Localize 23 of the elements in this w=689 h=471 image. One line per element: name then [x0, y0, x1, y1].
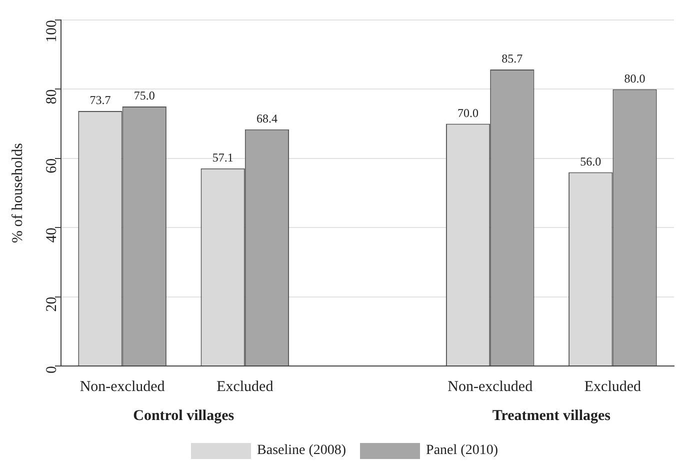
- data-label: 80.0: [624, 71, 646, 86]
- data-label: 56.0: [580, 154, 602, 168]
- y-tick-label: 20: [44, 296, 60, 312]
- data-label: 75.0: [134, 88, 155, 103]
- y-tick-label: 40: [44, 228, 60, 243]
- x-tick-label: Excluded: [584, 378, 642, 395]
- x-tick-label: Excluded: [216, 378, 274, 395]
- x-tick-label: Non-excluded: [80, 378, 166, 395]
- y-tick-label: 60: [44, 158, 60, 174]
- data-label: 85.7: [502, 52, 523, 66]
- text: Control villages: [133, 408, 234, 424]
- data-label: 70.0: [458, 106, 479, 120]
- data-label: 57.1: [212, 150, 234, 165]
- legend-label: Baseline (2008): [257, 443, 346, 459]
- legend-label: Panel (2010): [426, 443, 498, 459]
- data-label: 73.7: [90, 93, 111, 108]
- y-axis-title: % of households: [10, 142, 26, 243]
- y-tick-label: 0: [44, 366, 60, 374]
- text: Treatment villages: [492, 408, 611, 424]
- data-label: 68.4: [256, 111, 278, 126]
- x-tick-label: Non-excluded: [448, 378, 534, 395]
- y-tick-label: 100: [44, 20, 60, 42]
- y-tick-label: 80: [44, 89, 60, 104]
